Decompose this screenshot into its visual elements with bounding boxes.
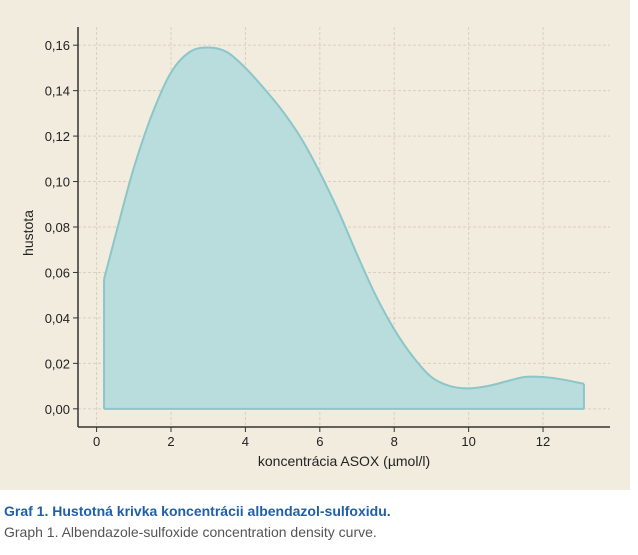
- x-tick-label: 12: [536, 434, 550, 449]
- x-tick-label: 8: [391, 434, 398, 449]
- y-tick-label: 0,04: [45, 311, 70, 326]
- y-tick-label: 0,10: [45, 175, 70, 190]
- y-tick-label: 0,12: [45, 129, 70, 144]
- figure-caption-subtitle: Graph 1. Albendazole-sulfoxide concentra…: [4, 524, 377, 540]
- density-curve: [103, 46, 585, 390]
- area-layer: [103, 46, 585, 410]
- x-tick-label: 0: [93, 434, 100, 449]
- density-area: [104, 47, 584, 409]
- chart-panel: 0,00 0,02 0,04 0,06 0,08 0,10 0,12 0,14 0,16 0 2 4 6…: [0, 0, 630, 490]
- y-tick-label: 0,14: [45, 84, 70, 99]
- x-tick-label: 6: [316, 434, 323, 449]
- y-tick-label: 0,00: [45, 402, 70, 417]
- x-axis-label: koncentrácia ASOX (µmol/l): [258, 453, 430, 469]
- figure-caption-title: Graf 1. Hustotná krivka koncentrácii alb…: [4, 503, 391, 519]
- y-tick-label: 0,08: [45, 220, 70, 235]
- ticks: 0,00 0,02 0,04 0,06 0,08 0,10 0,12 0,14 0,16 0 2 4 6…: [45, 38, 551, 449]
- x-tick-label: 2: [167, 434, 174, 449]
- y-tick-label: 0,16: [45, 38, 70, 53]
- y-tick-label: 0,02: [45, 356, 70, 371]
- x-tick-label: 10: [461, 434, 475, 449]
- x-tick-label: 4: [242, 434, 249, 449]
- y-tick-label: 0,06: [45, 265, 70, 280]
- density-chart: 0,00 0,02 0,04 0,06 0,08 0,10 0,12 0,14 0,16 0 2 4 6…: [20, 27, 610, 469]
- y-axis-label: hustota: [20, 210, 36, 256]
